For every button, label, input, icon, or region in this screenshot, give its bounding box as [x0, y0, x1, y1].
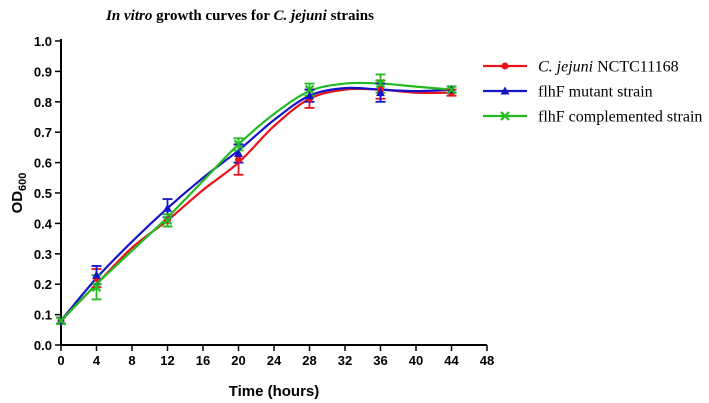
- data-point-1-2: [163, 203, 172, 212]
- data-point-2-3-stroke-b: [233, 139, 244, 150]
- x-tick-label: 40: [409, 353, 423, 368]
- x-tick-label: 48: [480, 353, 494, 368]
- legend-swatch-marker: [501, 62, 509, 70]
- data-markers: [56, 78, 457, 326]
- data-point-2-4-stroke-b: [304, 84, 315, 95]
- data-point-2-5: [375, 78, 386, 89]
- data-point-2-3: [233, 139, 244, 150]
- error-bars: [56, 73, 457, 325]
- chart-title-italic-1: In vitro: [105, 8, 152, 24]
- series-curves: [60, 81, 452, 322]
- x-tick-label: 20: [231, 353, 245, 368]
- series-line-1: [60, 86, 452, 322]
- data-point-1-1: [92, 270, 101, 279]
- x-tick-label: 24: [267, 353, 282, 368]
- data-point-2-6-stroke-b: [446, 84, 457, 95]
- data-point-2-1: [91, 282, 102, 293]
- x-tick-label: 32: [338, 353, 352, 368]
- data-point-2-5-stroke-b: [375, 78, 386, 89]
- legend-label: flhF mutant strain: [538, 84, 653, 101]
- x-tick-label: 16: [196, 353, 210, 368]
- x-tick-label: 36: [373, 353, 387, 368]
- x-tick-label: 28: [302, 353, 316, 368]
- legend-label: flhF complemented strain: [538, 109, 702, 126]
- y-tick-label: 0.1: [34, 308, 52, 323]
- y-tick-label: 0.8: [34, 95, 52, 110]
- chart-title: In vitro growth curves for C. jejuni str…: [105, 8, 374, 24]
- data-point-2-2-stroke-b: [162, 215, 173, 226]
- data-point-2-6: [446, 84, 457, 95]
- legend-item-0: C. jejuni NCTC11168: [483, 59, 679, 76]
- x-tick-label: 44: [444, 353, 459, 368]
- data-point-2-4: [304, 84, 315, 95]
- axes: 0 4 8 12 16 20 24 28 32 36 40 44 480.00.10.20.30.40.…: [34, 34, 494, 368]
- legend-swatch-marker-stroke-b: [500, 111, 510, 121]
- y-axis-label-main: OD: [9, 191, 26, 214]
- series-line-0: [60, 87, 452, 322]
- y-axis-label-sub: 600: [17, 173, 29, 191]
- x-axis-label: Time (hours): [229, 383, 320, 400]
- data-point-1-4: [305, 91, 314, 100]
- chart-title-italic-2: C. jejuni: [273, 8, 327, 24]
- legend-label-italic: C. jejuni: [538, 59, 593, 76]
- x-tick-label: 12: [160, 353, 174, 368]
- y-tick-label: 0.2: [34, 277, 52, 292]
- y-tick-label: 0.7: [34, 125, 52, 140]
- data-point-2-2: [162, 215, 173, 226]
- data-point-2-1-stroke-b: [91, 282, 102, 293]
- y-tick-label: 0.6: [34, 156, 52, 171]
- y-tick-label: 0.0: [34, 338, 52, 353]
- y-tick-label: 0.5: [34, 186, 52, 201]
- data-point-2-0: [56, 315, 66, 326]
- data-point-1-3: [234, 148, 243, 157]
- data-point-2-0-stroke-b: [56, 315, 66, 326]
- legend-swatch-marker: [500, 86, 510, 95]
- y-axis-label: OD600: [9, 173, 29, 214]
- x-tick-label: 4: [93, 353, 101, 368]
- legend-swatch-marker: [500, 111, 510, 121]
- y-tick-label: 0.9: [34, 64, 52, 79]
- y-tick-label: 0.3: [34, 247, 52, 262]
- x-tick-label: 8: [128, 353, 135, 368]
- legend-label: C. jejuni NCTC11168: [538, 59, 679, 76]
- chart-title-mid: growth curves for: [152, 8, 273, 24]
- data-point-0-3: [235, 156, 242, 164]
- chart-title-end: strains: [327, 8, 374, 24]
- legend-item-2: flhF complemented strain: [483, 109, 702, 126]
- legend-label-rest: NCTC11168: [593, 59, 678, 76]
- legend: C. jejuni NCTC11168 flhF mutant strain flh…: [483, 59, 702, 126]
- legend-item-1: flhF mutant strain: [483, 84, 653, 101]
- y-tick-label: 1.0: [34, 34, 52, 49]
- y-tick-label: 0.4: [34, 216, 53, 231]
- series-line-2: [60, 81, 452, 322]
- data-point-1-5: [376, 88, 385, 97]
- x-tick-label: 0: [57, 353, 64, 368]
